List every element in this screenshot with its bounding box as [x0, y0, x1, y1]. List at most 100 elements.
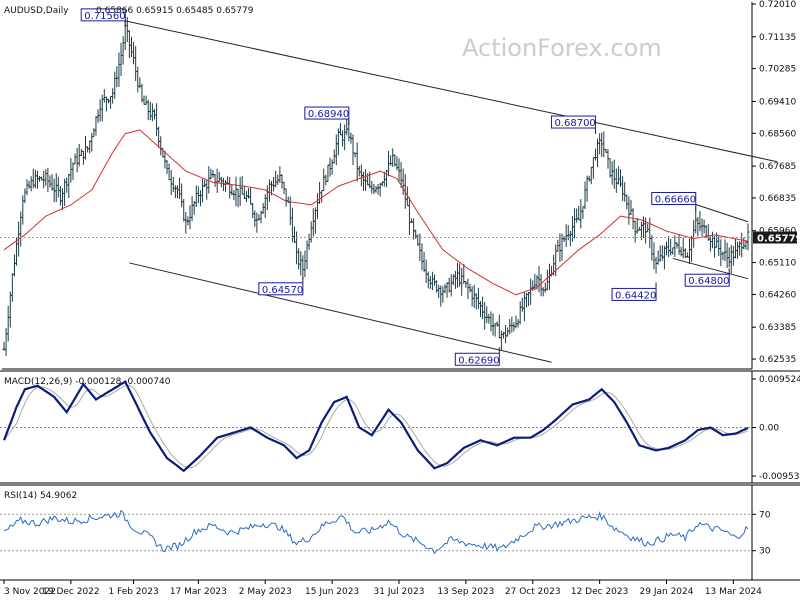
price-bar	[322, 168, 326, 192]
rsi-panel	[0, 484, 800, 581]
price-bar	[667, 235, 671, 258]
price-bar	[203, 179, 207, 188]
price-bar	[265, 185, 269, 211]
price-bar	[539, 274, 543, 297]
price-bar	[729, 244, 733, 274]
annotation-label: 0.62690	[458, 355, 499, 366]
price-bar	[328, 157, 332, 177]
price-chart-title: AUDUSD,Daily	[4, 6, 69, 16]
price-bar	[710, 231, 714, 249]
price-bar	[456, 262, 460, 288]
price-bar	[453, 270, 457, 289]
price-bar	[6, 305, 10, 342]
price-bar	[664, 241, 668, 256]
macd-panel	[0, 370, 800, 484]
price-bar	[497, 314, 501, 339]
price-bar	[621, 176, 625, 201]
watermark: ActionForex.com	[462, 34, 662, 62]
price-bar	[25, 179, 29, 196]
price-bar	[136, 66, 140, 93]
price-bar	[439, 285, 443, 307]
price-bar	[86, 146, 90, 153]
price-bar	[119, 42, 123, 76]
price-bar	[476, 287, 480, 309]
price-bar	[121, 36, 125, 65]
annotation-label: 0.64570	[262, 285, 303, 296]
price-bar	[616, 166, 620, 185]
price-bar	[596, 138, 600, 167]
price-tick-label: 0.71135	[759, 33, 796, 43]
price-bar	[445, 282, 449, 298]
price-bar	[462, 264, 466, 284]
price-bar	[307, 233, 311, 251]
price-bar	[215, 168, 219, 193]
x-tick-label: 15 Jun 2023	[305, 587, 359, 597]
price-bar	[309, 221, 313, 243]
price-bar	[627, 196, 631, 225]
price-bar	[117, 52, 121, 87]
price-bars	[2, 13, 750, 356]
price-bar	[341, 130, 345, 147]
price-bar	[610, 161, 614, 185]
price-bar	[232, 189, 236, 201]
price-bar	[303, 250, 307, 278]
price-bar	[378, 182, 382, 197]
price-bar	[155, 103, 159, 137]
price-bar	[527, 292, 531, 307]
price-tick-label: 0.64260	[759, 290, 796, 300]
price-bar	[591, 157, 595, 179]
price-bar	[102, 89, 106, 103]
price-bar	[61, 188, 65, 210]
price-bar	[196, 186, 200, 203]
trend-line	[129, 262, 552, 363]
price-bar	[491, 313, 495, 336]
price-bar	[585, 175, 589, 202]
price-bar	[311, 208, 315, 237]
price-bar	[573, 208, 577, 239]
rsi-line	[3, 509, 749, 555]
price-bar	[487, 313, 491, 324]
price-bar	[422, 251, 426, 273]
price-bar	[361, 171, 365, 191]
price-bar	[263, 194, 267, 219]
rsi-tick-label: 30	[759, 547, 771, 557]
price-bar	[69, 157, 73, 183]
price-tick-label: 0.62535	[759, 355, 796, 365]
price-bar	[58, 186, 62, 206]
price-bar	[493, 323, 497, 337]
price-bar	[660, 245, 664, 261]
price-bar	[88, 140, 92, 154]
price-bar	[313, 207, 317, 234]
price-bar	[213, 173, 217, 187]
price-bar	[21, 195, 25, 225]
x-tick-label: 27 Oct 2023	[505, 587, 561, 597]
price-bar	[656, 250, 660, 265]
price-bar	[343, 124, 347, 151]
price-bar	[180, 183, 184, 208]
price-bar	[236, 188, 240, 208]
price-bar	[420, 243, 424, 271]
price-bar	[127, 30, 131, 59]
price-bar	[351, 134, 355, 166]
price-bar	[671, 247, 675, 255]
price-bar	[364, 169, 368, 191]
moving-average-line	[3, 129, 749, 296]
price-bar	[56, 177, 60, 198]
trend-line	[672, 257, 749, 280]
price-bar	[662, 245, 666, 270]
price-bar	[673, 235, 677, 258]
x-tick-label: 13 Mar 2024	[705, 587, 762, 597]
price-bar	[288, 196, 292, 226]
price-bar	[652, 242, 656, 270]
price-bar	[433, 274, 437, 286]
price-tick-label: 0.70285	[759, 65, 796, 75]
price-bar	[495, 321, 499, 327]
price-bar	[443, 284, 447, 294]
price-bar	[696, 216, 700, 237]
price-bar	[483, 301, 487, 330]
current-price-marker: 0.65779	[0, 231, 800, 245]
ohlc-readout: 0.65866 0.65915 0.65485 0.65779	[96, 6, 254, 16]
